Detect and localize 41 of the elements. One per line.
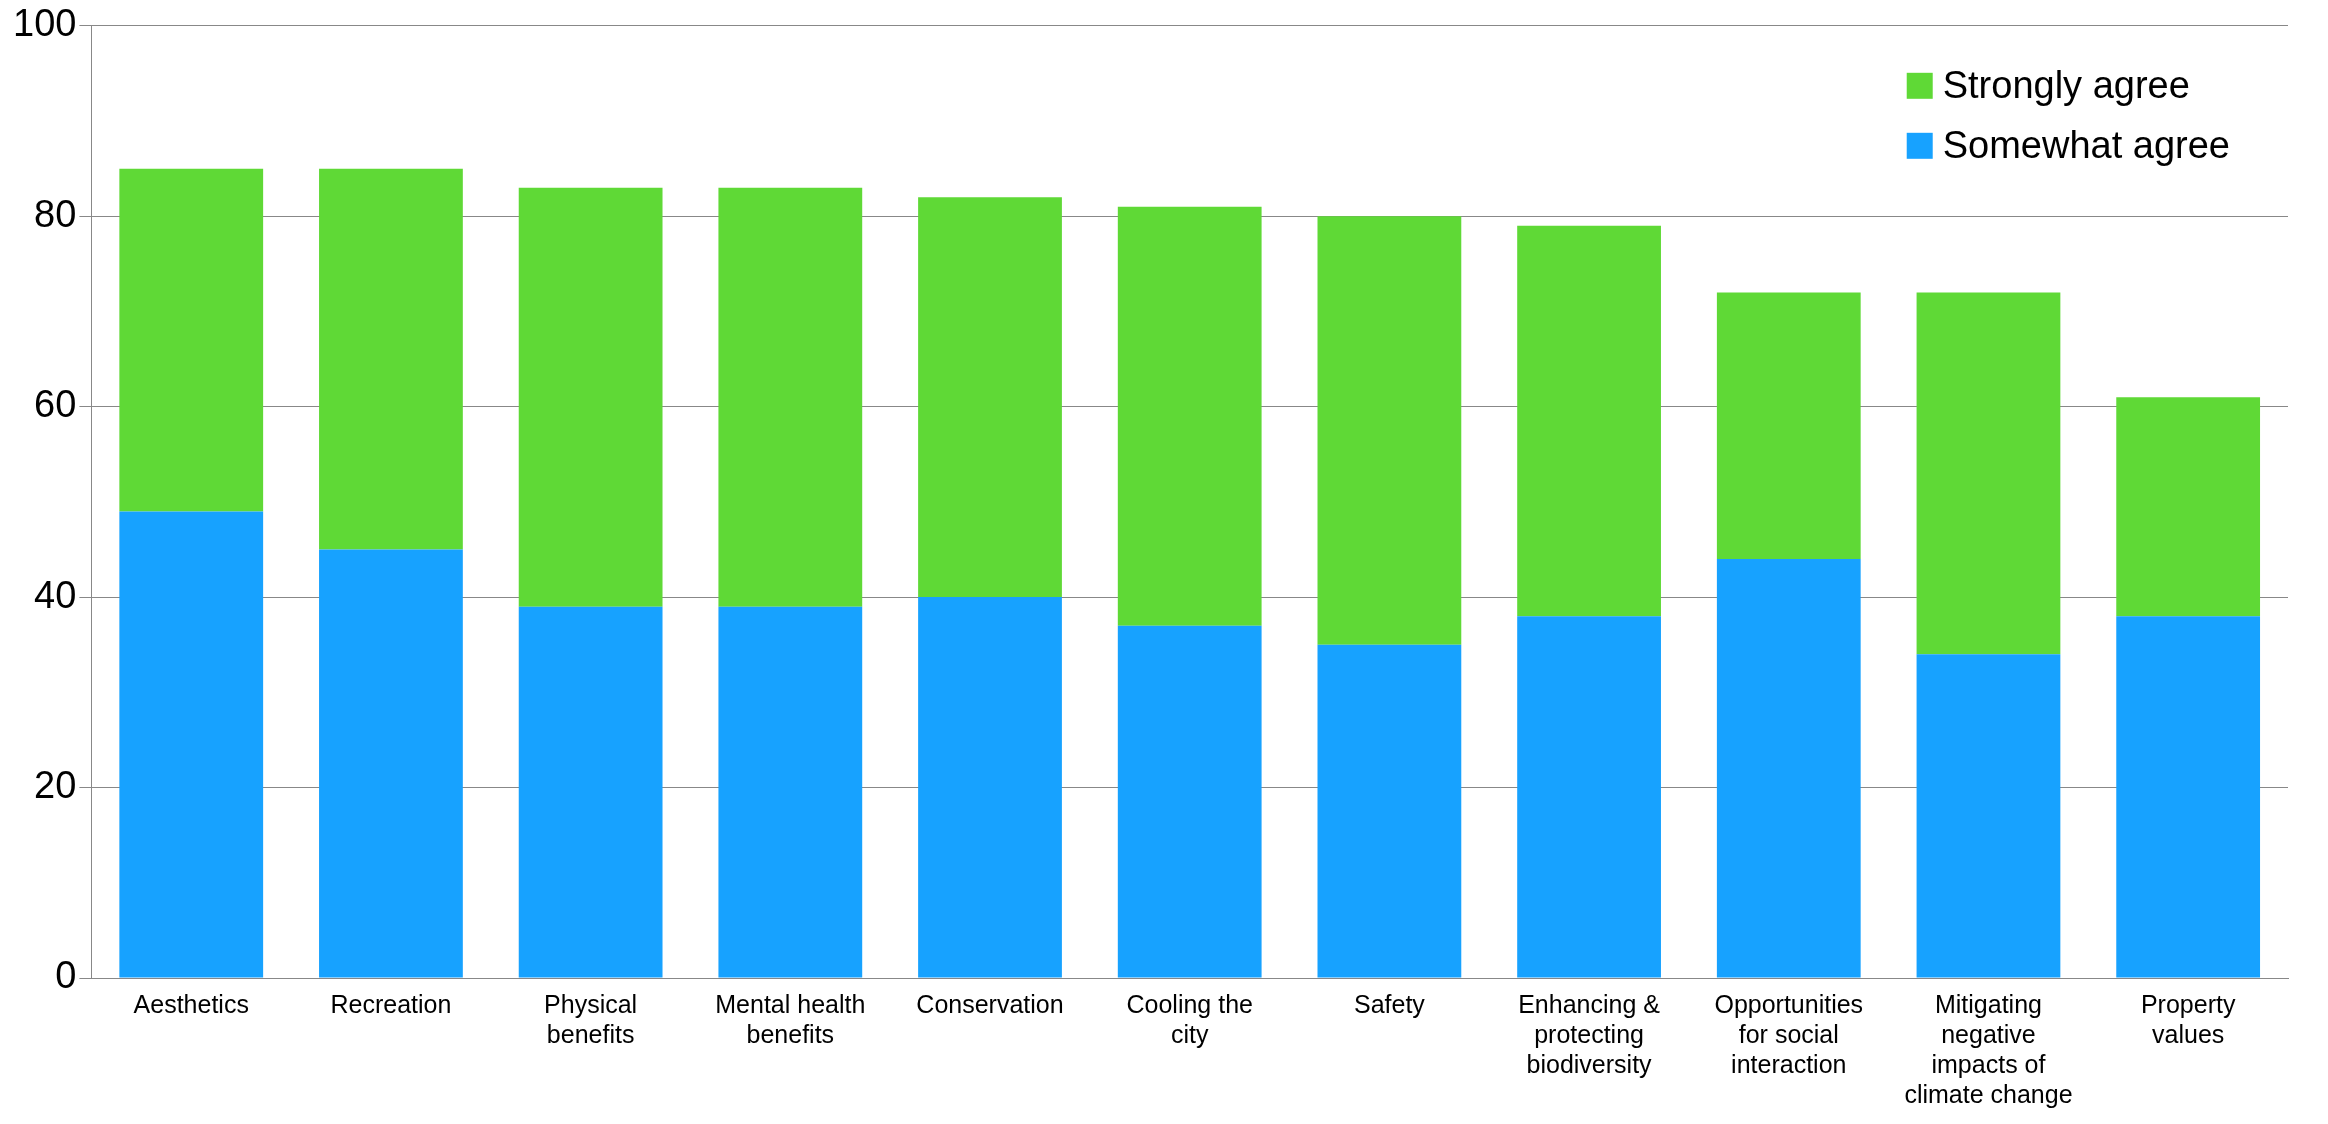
legend-label: Strongly agree xyxy=(1942,64,2190,107)
bar xyxy=(119,511,264,978)
x-tick-label: Mental health benefits xyxy=(715,989,866,1048)
bar xyxy=(1117,625,1262,978)
x-tick-label: Enhancing & protecting biodiversity xyxy=(1518,989,1661,1078)
y-tick-label: 40 xyxy=(34,573,77,616)
bar xyxy=(119,168,264,512)
x-tick-label: Safety xyxy=(1353,989,1426,1018)
y-tick-label: 60 xyxy=(34,383,77,426)
x-tick-label: Mitigating negative impacts of climate change xyxy=(1904,989,2073,1108)
y-tick-label: 0 xyxy=(55,954,77,997)
x-tick-label: Property values xyxy=(2140,989,2236,1048)
bar xyxy=(1716,559,1861,978)
bar xyxy=(2116,616,2261,978)
bar xyxy=(718,606,863,978)
bar xyxy=(518,606,663,978)
bar xyxy=(319,549,463,978)
legend-label: Somewhat agree xyxy=(1942,124,2231,167)
x-tick-label: Recreation xyxy=(330,989,452,1018)
bar xyxy=(1117,206,1262,626)
y-tick-label: 20 xyxy=(34,764,77,807)
bar xyxy=(1916,654,2061,978)
x-tick-label: Opportunities for social interaction xyxy=(1714,989,1864,1078)
x-tick-label: Cooling the city xyxy=(1126,989,1253,1048)
bar xyxy=(918,197,1062,598)
x-tick-label: Physical benefits xyxy=(544,989,638,1048)
bar xyxy=(1317,216,1462,645)
y-tick-label: 80 xyxy=(34,192,77,235)
bar xyxy=(319,168,463,550)
bar xyxy=(2116,397,2261,617)
bar xyxy=(1317,644,1462,978)
y-tick-label: 100 xyxy=(13,2,77,45)
bar xyxy=(718,187,863,607)
bar xyxy=(918,597,1062,978)
bar xyxy=(518,187,663,607)
bar xyxy=(1916,292,2061,655)
bar xyxy=(1517,225,1661,617)
x-tick-label: Aesthetics xyxy=(133,989,249,1018)
bar xyxy=(1716,292,1861,560)
bar xyxy=(1517,616,1661,978)
x-tick-label: Conservation xyxy=(916,989,1064,1018)
